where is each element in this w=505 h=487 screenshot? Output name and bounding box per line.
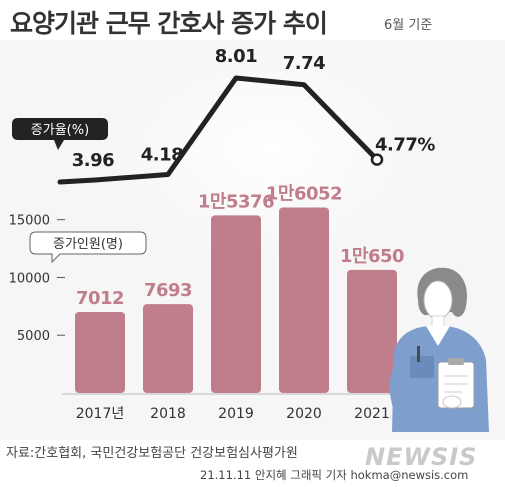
line-value-label: 7.74 <box>283 53 325 74</box>
nurse-illustration <box>389 267 489 432</box>
x-category-label: 2017년 <box>76 406 125 422</box>
bar-value-label: 7012 <box>76 288 124 309</box>
line-value-label: 4.77% <box>375 135 435 156</box>
chart-subtitle: 6월 기준 <box>384 18 433 33</box>
bar <box>347 269 397 393</box>
line-point <box>370 153 384 166</box>
callout-bubble <box>12 118 108 150</box>
bar <box>75 311 125 393</box>
bar-value-label: 1만5376 <box>198 191 274 212</box>
bars-layer: 7012 2017년 7693 2018 1만5376 2019 1만6052 2020 1만6… <box>29 184 405 422</box>
bar-value-label: 7693 <box>144 280 192 301</box>
y-tick-label: 15000 <box>9 214 50 229</box>
line-legend-callout: 증가율(%) <box>12 118 108 150</box>
y-tick-label: 10000 <box>9 271 50 286</box>
callout-bubble <box>29 231 147 264</box>
bar <box>143 304 193 393</box>
line-value-label: 3.96 <box>72 150 114 171</box>
x-category-label: 2019 <box>218 406 254 422</box>
line-legend-label: 증가율(%) <box>31 123 89 138</box>
x-category-label: 2020 <box>286 406 322 422</box>
newsis-watermark: NEWSIS <box>365 443 478 471</box>
glow-decoration <box>100 40 440 260</box>
x-category-label: 2018 <box>150 406 186 422</box>
bar-value-label: 1만650 <box>340 246 404 267</box>
chart-title: 요양기관 근무 간호사 증가 추이 <box>10 9 328 38</box>
y-axis: 5000 10000 15000 <box>9 214 65 344</box>
bar <box>211 215 261 393</box>
credit-line: 21.11.11 안지혜 그래픽 기자 hokma@newsis.com <box>200 468 469 482</box>
bar-value-label: 1만6052 <box>266 184 342 205</box>
line-value-label: 8.01 <box>215 46 257 67</box>
x-category-label: 2021 <box>354 406 390 422</box>
source-note: 자료:간호협회, 국민건강보험공단 건강보험심사평가원 <box>6 446 298 461</box>
line-value-label: 4.18 <box>141 144 183 165</box>
y-tick-label: 5000 <box>17 329 50 344</box>
line-layer: 3.96 4.18 8.01 7.74 4.77% 증가율(%) <box>12 46 436 185</box>
bar <box>279 207 329 393</box>
bar-legend-label: 증가인원(명) <box>53 237 123 252</box>
bar-legend-callout: 증가인원(명) <box>29 231 147 264</box>
growth-rate-line <box>57 75 380 185</box>
